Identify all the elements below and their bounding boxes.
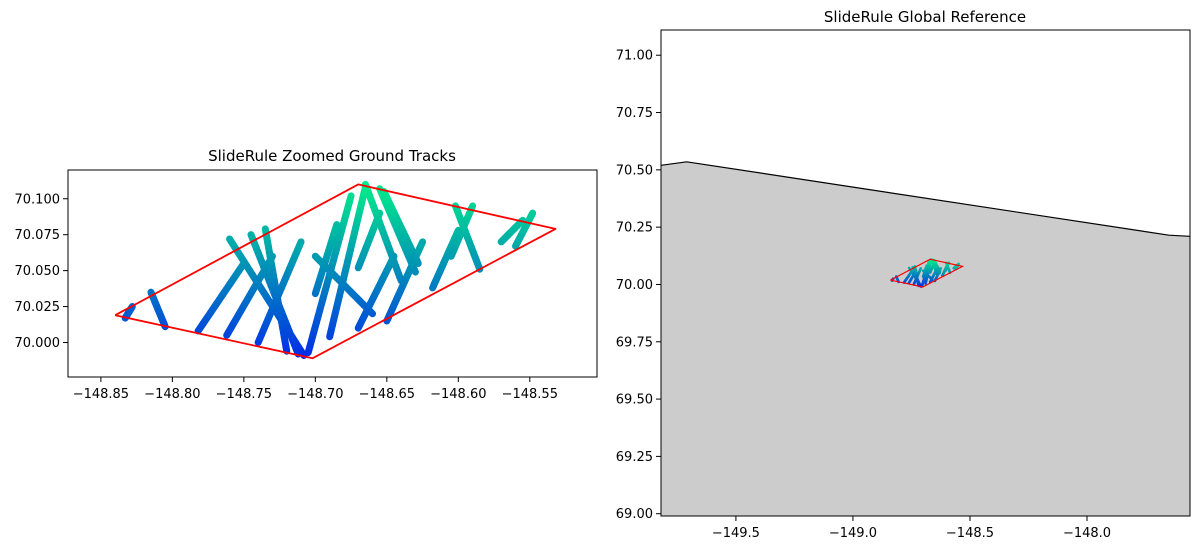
left-y-tick-label: 70.050 [15, 264, 61, 279]
left-x-tick-label: −148.70 [287, 387, 343, 402]
left-axes-frame [67, 169, 598, 378]
left-track-point [332, 221, 341, 231]
left-x-tick-label: −148.60 [430, 387, 486, 402]
global-reference-plot: SlideRule Global Reference −149.5 −149.0−… [616, 8, 1191, 541]
right-region-polygon [890, 258, 965, 288]
left-region-outline [114, 183, 557, 360]
left-track-point [311, 252, 322, 262]
right-y-axis: 69.00 69.25 69.50 69.75 70.00 70.25 70.50 70.75… [616, 49, 661, 522]
right-y-tick-label: 69.00 [616, 507, 653, 522]
left-track-point [261, 225, 270, 238]
left-track-point [380, 188, 389, 198]
left-track-point [528, 209, 537, 218]
land-polygon [661, 161, 1190, 516]
right-x-axis: −149.5 −149.0 −148.5 −148.0 [712, 516, 1111, 541]
right-y-tick-label: 69.50 [616, 393, 653, 408]
zoomed-ground-tracks-plot: SlideRule Zoomed Ground Tracks −148.85 −1… [15, 147, 598, 402]
left-track-point [147, 288, 155, 298]
left-track-point [295, 238, 305, 250]
left-x-tick-label: −148.75 [216, 387, 272, 402]
right-y-tick-label: 70.00 [616, 278, 653, 293]
left-track-point [226, 235, 236, 247]
right-y-tick-label: 70.25 [616, 221, 653, 236]
left-track-point [453, 226, 462, 237]
right-y-tick-label: 69.25 [616, 450, 653, 465]
right-x-tick-label: −148.0 [1063, 526, 1111, 541]
left-track-point [468, 202, 477, 212]
left-ground-tracks [121, 180, 537, 359]
right-y-tick-label: 70.50 [616, 163, 653, 178]
left-x-tick-label: −148.80 [144, 387, 200, 402]
left-y-tick-label: 70.075 [15, 228, 61, 243]
coastline [661, 161, 1190, 237]
left-y-tick-label: 70.025 [15, 300, 61, 315]
right-ground-tracks [890, 257, 960, 288]
right-y-tick-label: 71.00 [616, 49, 653, 64]
right-chart-title: SlideRule Global Reference [824, 8, 1026, 26]
left-y-tick-label: 70.000 [15, 336, 61, 351]
left-x-tick-label: −148.65 [359, 387, 415, 402]
left-region-polygon [114, 183, 557, 360]
left-track-point [247, 231, 257, 243]
right-axes-frame [660, 29, 1191, 517]
right-y-tick-label: 70.75 [616, 106, 653, 121]
left-y-axis: 70.000 70.025 70.050 70.075 70.100 [15, 192, 68, 351]
right-x-tick-label: −148.5 [946, 526, 994, 541]
right-x-tick-label: −149.0 [829, 526, 877, 541]
left-track-point [389, 252, 398, 263]
right-region-outline [890, 258, 965, 288]
left-x-tick-label: −148.85 [73, 387, 129, 402]
left-y-tick-label: 70.100 [15, 192, 61, 207]
left-track-point [417, 238, 427, 249]
left-x-tick-label: −148.55 [502, 387, 558, 402]
land-area [661, 161, 1190, 516]
left-track-point [345, 192, 355, 206]
right-y-tick-label: 69.75 [616, 335, 653, 350]
right-x-tick-label: −149.5 [712, 526, 760, 541]
left-x-axis: −148.85 −148.80 −148.75 −148.70 −148.65 −148.… [73, 377, 558, 402]
left-chart-title: SlideRule Zoomed Ground Tracks [208, 147, 456, 165]
